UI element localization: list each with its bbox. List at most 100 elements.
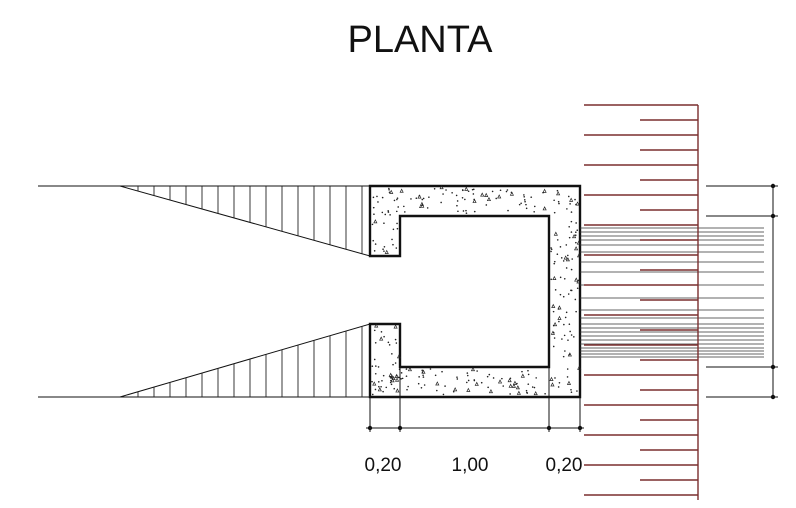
stipple-dot [525,389,528,392]
stipple-mark [576,253,582,258]
stipple-mark [572,233,577,239]
stipple-dot [444,385,446,387]
stipple-dot [455,194,458,197]
stipple-mark [520,373,525,378]
stipple-dot [574,198,576,201]
stipple-dot [396,198,398,201]
stipple-dot [383,245,386,248]
stipple-dot [473,379,476,382]
stipple-dot [506,189,509,191]
stipple-mark [577,365,582,370]
stipple-dot [570,289,572,292]
stipple-dot [394,338,397,341]
stipple-dot [372,196,375,199]
stipple-dot [391,353,393,355]
stipple-mark [509,191,514,196]
stipple-dot [382,248,384,251]
stipple-dot [527,373,530,376]
measuring-scale [584,104,699,500]
stipple-dot [576,390,578,392]
stipple-dot [530,196,533,198]
lower-wing-wall [38,323,371,398]
stipple-dot [377,366,380,368]
stipple-dot [471,188,474,191]
stipple-mark [407,367,412,372]
stipple-dot [510,191,513,194]
stipple-dot [422,376,425,378]
ruler-ticks [584,104,698,496]
stipple-mark [549,376,554,381]
stipple-dot [509,377,512,380]
stipple-dot [374,372,377,375]
stipple-dot [574,234,577,237]
stipple-mark [372,381,377,386]
drawing-title: PLANTA [347,19,493,61]
stipple-dot [523,195,526,198]
stipple-dot [397,376,400,379]
stipple-mark [420,203,425,208]
stipple-dot [566,376,569,378]
stipple-mark [379,336,384,341]
stipple-dot [396,222,398,225]
stipple-dot [523,194,525,196]
stipple-dot [382,374,385,377]
stipple-dot [553,260,556,263]
stipple-dot [426,207,429,209]
stipple-dot [569,203,571,205]
stipple-dot [559,293,562,296]
stipple-dot [535,377,537,379]
stipple-dot [387,211,390,213]
stipple-dot [550,248,553,251]
stipple-dot [393,199,396,202]
stipple-dot [576,287,579,290]
stipple-dot [462,210,465,212]
stipple-mark [552,275,557,280]
stipple-dot [568,225,570,228]
stipple-dot [391,238,393,241]
stipple-mark [557,305,562,310]
stipple-dot [467,379,470,382]
stipple-dot [396,227,399,230]
stipple-dot [380,385,382,388]
stipple-dot [562,260,565,262]
stipple-dot [565,267,568,269]
stipple-dot [418,376,420,378]
stipple-dot [377,381,380,383]
stipple-dot [388,344,391,346]
stipple-dot [556,253,559,256]
stipple-dot [521,370,523,373]
stipple-dot [422,197,425,200]
stipple-dot [487,386,489,389]
stipple-mark [474,381,479,386]
stipple-dot [387,341,390,344]
stipple-dot [375,365,377,367]
stipple-dot [567,195,570,198]
stipple-dot [456,376,458,378]
stipple-dot [467,190,470,193]
stipple-dot [451,191,453,194]
stipple-dot [392,228,395,231]
stipple-dot [560,257,563,259]
stipple-dot [465,209,467,212]
stipple-dot [419,206,421,209]
stipple-dot [421,198,424,201]
stipple-dot [389,214,391,216]
stipple-dot [575,310,577,313]
stipple-dot [377,201,379,203]
stipple-mark [466,387,471,392]
stipple-dot [374,388,377,391]
stipple-dot [395,374,398,377]
stipple-dot [485,204,488,206]
stipple-mark [396,354,402,359]
stipple-dot [558,320,560,323]
stipple-dot [394,362,397,364]
stipple-mark [470,366,476,372]
stipple-dot [423,384,426,386]
stipple-dot [401,377,404,380]
stipple-mark [511,383,516,388]
dimension-label-center: 1,00 [452,455,489,476]
stipple-dot [461,189,464,191]
stipple-dot [465,381,468,384]
stipple-dot [544,393,546,395]
stipple-dot [520,202,522,205]
